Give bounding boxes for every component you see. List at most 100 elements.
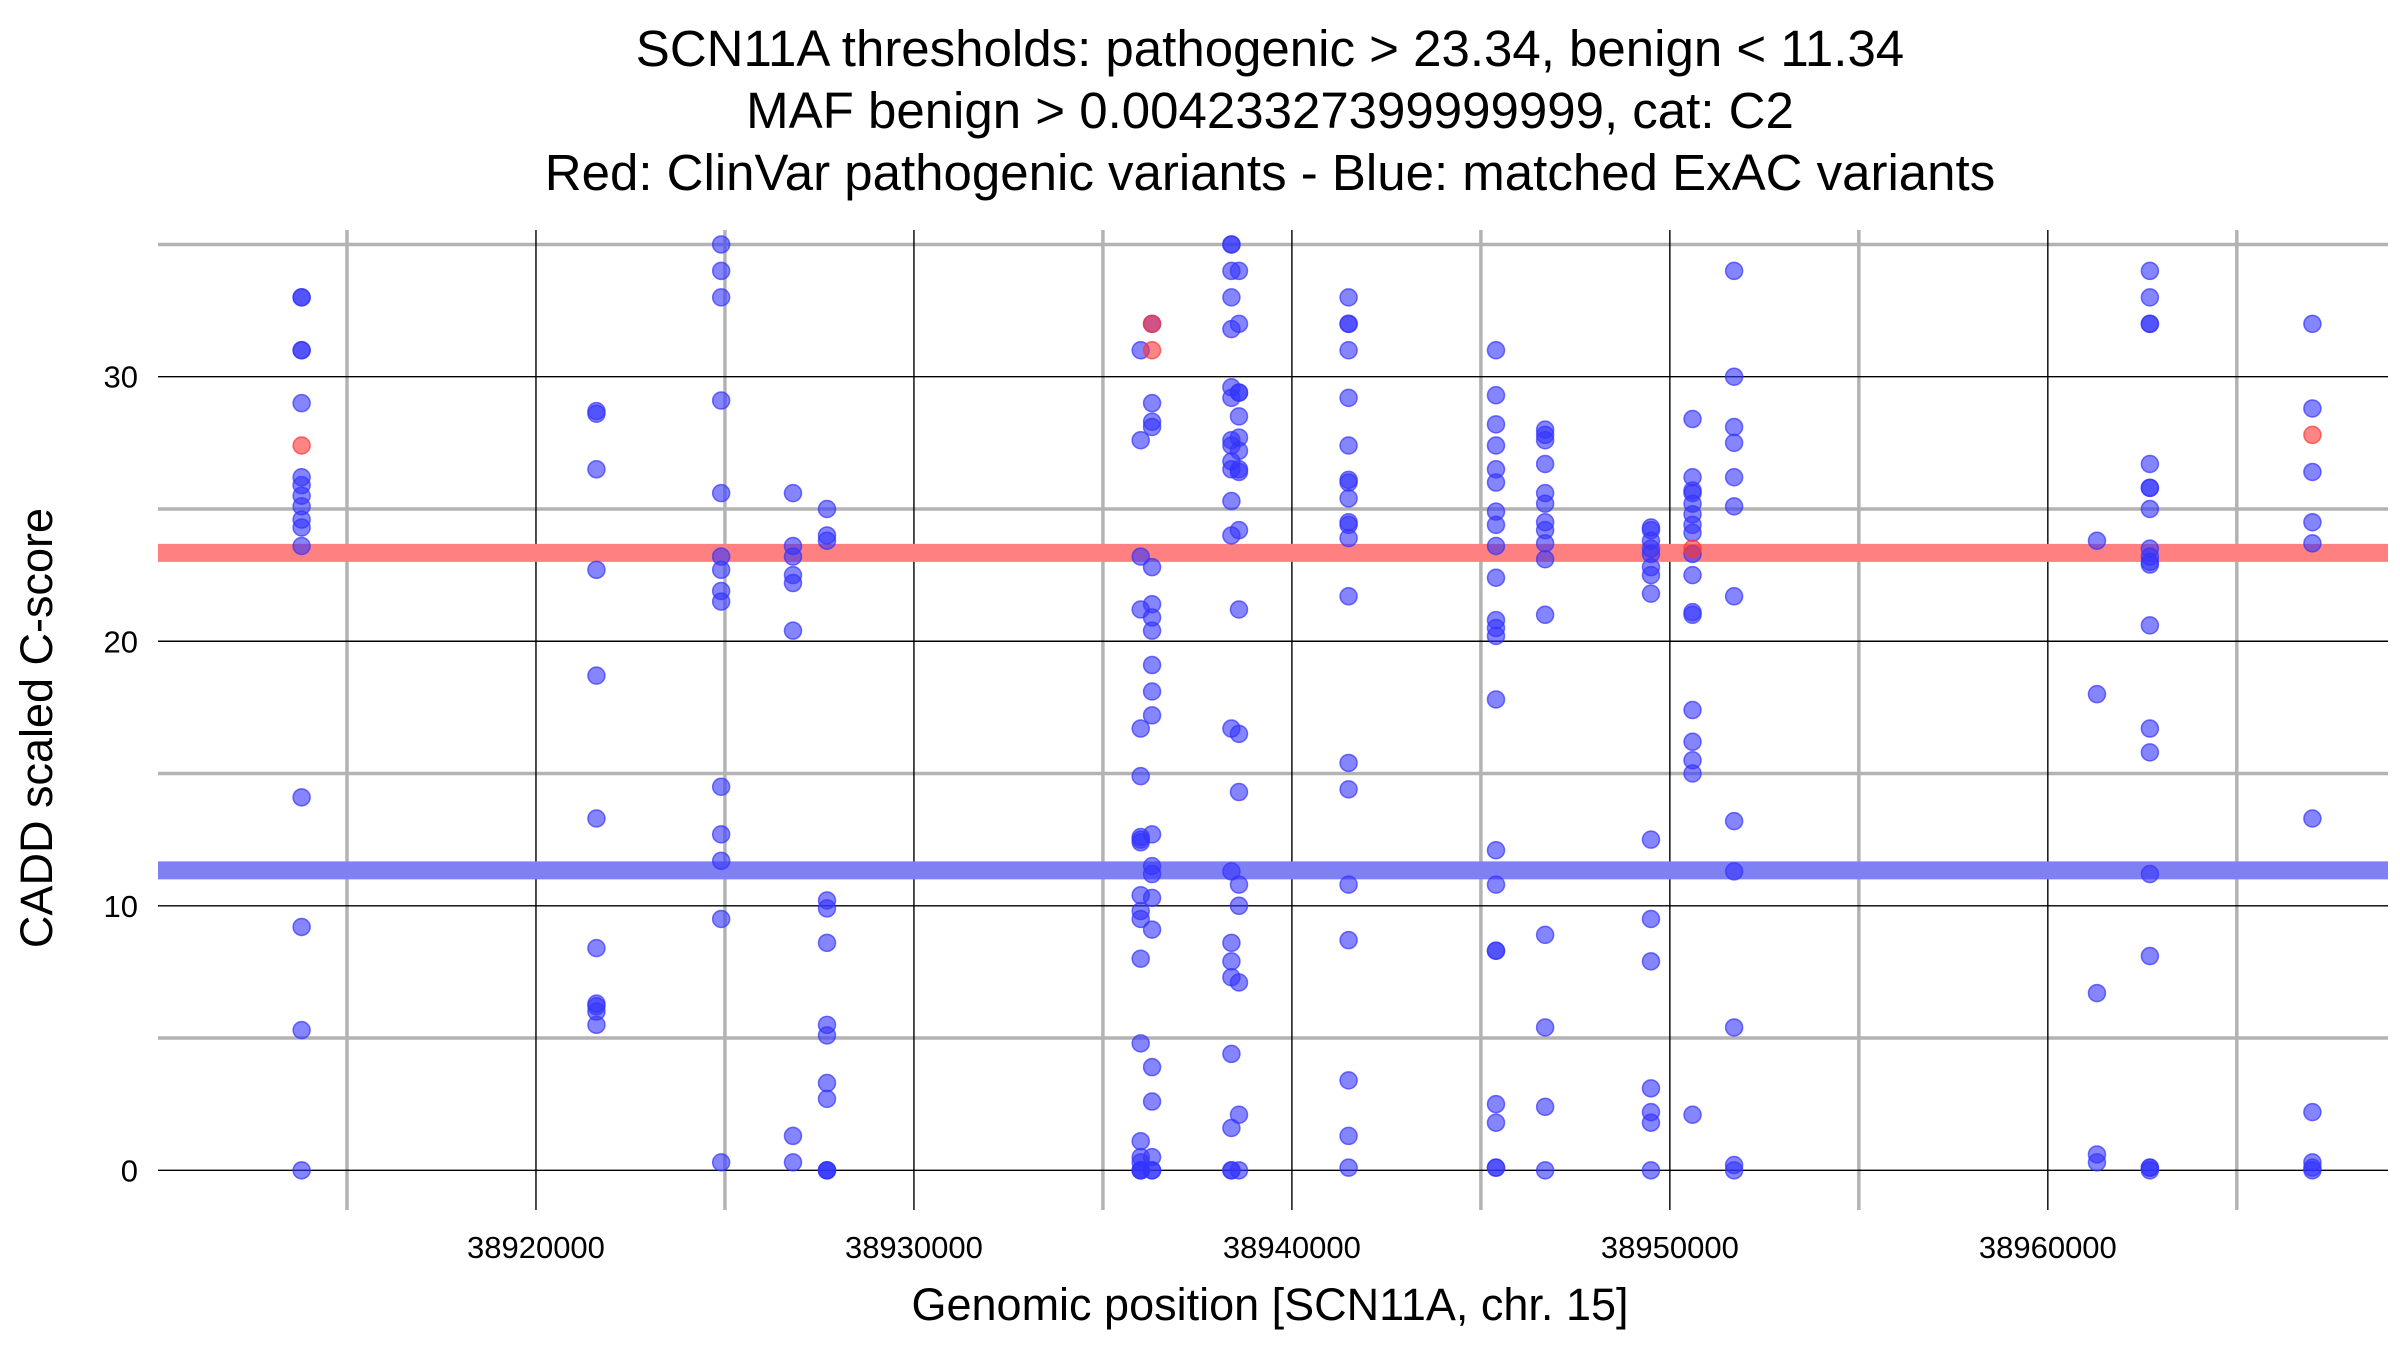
exac-point [2140,499,2160,519]
exac-point [1229,896,1249,916]
exac-point [1641,1161,1661,1180]
exac-point [1535,1018,1555,1037]
exac-point [711,825,731,844]
exac-point [1486,568,1506,588]
exac-point [1535,430,1555,450]
clinvar-points [292,314,2322,558]
minor-gridlines [158,230,2388,1210]
exac-point [2303,399,2322,418]
exac-point [1641,1079,1661,1098]
exac-point [1142,1161,1162,1180]
exac-point [1486,941,1506,961]
x-tick-label: 38930000 [845,1230,983,1265]
exac-point [817,499,837,519]
exac-point [1486,875,1506,894]
exac-point [1131,949,1150,968]
exac-point [1229,261,1249,281]
exac-point [1641,952,1661,971]
exac-point [292,288,311,307]
exac-point [1535,925,1555,945]
x-tick-label: 38960000 [1979,1230,2117,1265]
exac-point [1641,584,1661,603]
exac-point [1724,261,1744,281]
exac-point [1486,690,1506,709]
exac-point [1724,417,1744,437]
exac-point [1339,473,1358,492]
exac-point [1486,1158,1506,1177]
x-tick-label: 38940000 [1223,1230,1361,1265]
exac-point [1535,1097,1555,1117]
exac-point [1131,909,1150,929]
clinvar-point [292,436,311,455]
exac-point [1229,383,1249,402]
exac-point [783,483,803,503]
exac-point [292,341,311,360]
title-line: MAF benign > 0.00423327399999999, cat: C… [746,82,1794,139]
exac-point [2140,454,2160,474]
exac-point [292,788,311,807]
y-tick-label: 10 [104,889,138,924]
exac-point [1683,605,1702,625]
exac-point [2140,946,2160,966]
exac-point [2140,478,2160,498]
clinvar-point [2303,425,2322,445]
exac-point [1339,528,1358,548]
exac-point [817,1089,837,1109]
exac-point [2087,1153,2107,1172]
exac-point [1339,314,1358,334]
exac-point [1683,565,1702,585]
exac-point [1229,875,1249,894]
exac-point [587,1015,606,1035]
exac-point [2140,616,2160,635]
exac-point [711,909,731,929]
exac-point [817,531,837,550]
exac-point [783,547,803,566]
exac-point [1229,724,1249,744]
exac-point [2140,261,2160,281]
exac-point [1683,732,1702,752]
exac-point [1641,830,1661,849]
exac-point [1683,700,1702,720]
exac-point [292,917,311,937]
exac-point [1724,811,1744,831]
exac-point [1641,565,1661,585]
exac-point [1535,605,1555,625]
exac-point [2087,531,2107,550]
exac-point [1486,473,1506,492]
exac-point [1724,1161,1744,1180]
threshold-lines [158,543,2388,880]
exac-point [817,1073,837,1093]
clinvar-point [1142,314,1162,334]
exac-point [2140,719,2160,738]
exac-point [1724,587,1744,606]
exac-point [1229,1161,1249,1180]
exac-point [1142,706,1162,725]
exac-point [1641,909,1661,929]
exac-point [1724,862,1744,881]
exac-point [1222,235,1241,254]
chart-title: SCN11A thresholds: pathogenic > 23.34, b… [545,20,1995,201]
exac-point [2303,314,2322,334]
exac-point [2140,1161,2160,1180]
exac-point [1486,436,1506,455]
x-axis-title: Genomic position [SCN11A, chr. 15] [911,1279,1628,1330]
exac-point [1339,930,1358,950]
exac-points [292,235,2322,1180]
exac-point [1142,825,1162,844]
exac-point [711,851,731,871]
exac-point [1486,840,1506,860]
exac-point [711,777,731,796]
exac-point [1486,536,1506,556]
exac-point [1222,491,1241,511]
exac-point [587,938,606,958]
exac-point [817,933,837,953]
exac-point [1683,523,1702,543]
exac-point [1222,933,1241,953]
exac-point [1229,441,1249,461]
exac-point [1535,549,1555,569]
exac-point [1339,1158,1358,1177]
exac-point [1486,1113,1506,1132]
exac-point [1229,407,1249,426]
exac-point [1131,766,1150,786]
exac-point [1535,534,1555,553]
